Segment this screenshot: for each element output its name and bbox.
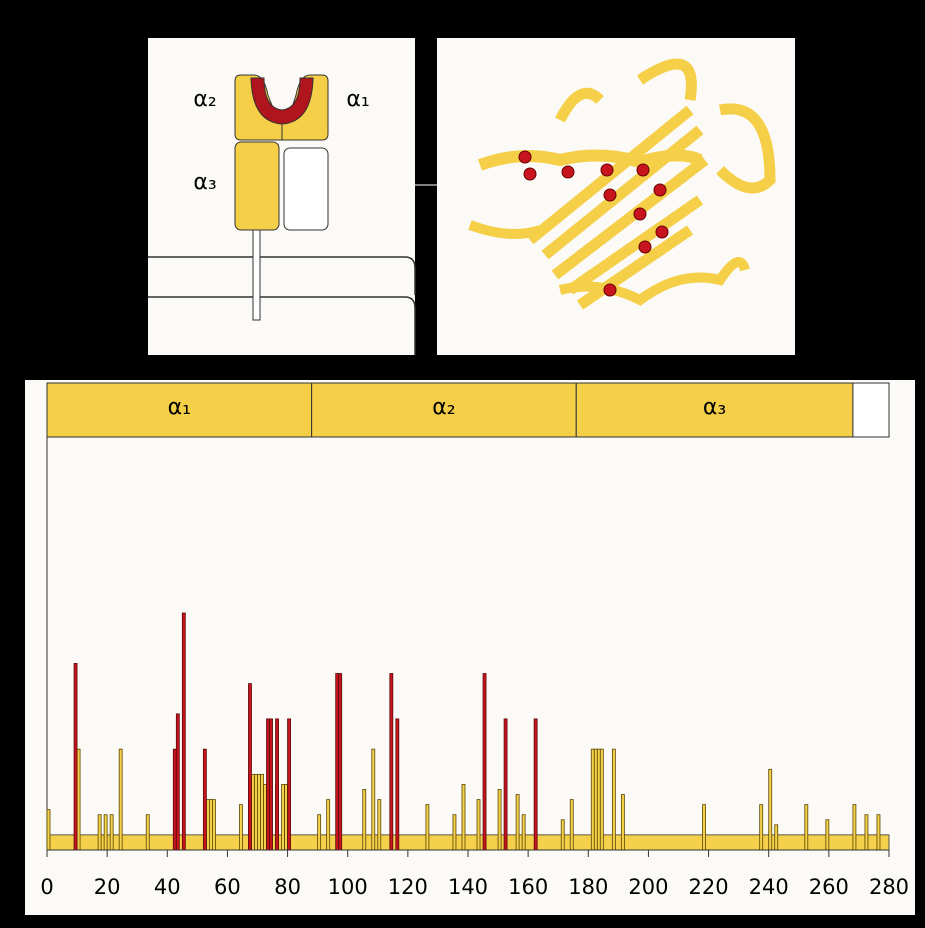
mhc-diagram: α₂ α₁ α₃	[148, 38, 437, 355]
bar	[104, 815, 107, 850]
label: α₃	[193, 170, 216, 195]
bar	[826, 820, 829, 850]
bar	[760, 805, 763, 850]
bar	[254, 774, 257, 850]
x-tick-label: 160	[508, 875, 548, 899]
bar	[74, 663, 77, 850]
bar	[372, 749, 375, 850]
bar	[522, 815, 525, 850]
domain-label: α₁	[168, 395, 191, 420]
bar	[516, 795, 519, 850]
bar	[239, 805, 242, 850]
x-tick-label: 260	[809, 875, 849, 899]
x-tick-label: 140	[448, 875, 488, 899]
domain-blank	[853, 383, 889, 437]
bar	[594, 749, 597, 850]
bar	[865, 815, 868, 850]
bar	[110, 815, 113, 850]
bar	[336, 674, 339, 850]
x-tick-label: 0	[40, 875, 53, 899]
bar	[206, 800, 209, 850]
bar	[146, 815, 149, 850]
bar	[267, 719, 270, 850]
bar	[453, 815, 456, 850]
tail	[253, 228, 260, 320]
x-tick-label: 220	[689, 875, 729, 899]
x-tick-label: 40	[154, 875, 181, 899]
bar	[203, 749, 206, 850]
bar	[212, 800, 215, 850]
bar	[396, 719, 399, 850]
bar	[769, 769, 772, 850]
x-tick-label: 100	[328, 875, 368, 899]
bar	[534, 719, 537, 850]
bar	[327, 800, 330, 850]
x-tick-label: 200	[628, 875, 668, 899]
domain-label: α₂	[432, 395, 455, 420]
bar	[504, 719, 507, 850]
bar	[276, 719, 279, 850]
bar	[477, 800, 480, 850]
x-tick-label: 20	[94, 875, 121, 899]
x-tick-label: 280	[869, 875, 909, 899]
figure: α₂ α₁ α₃ α₁ α₂ α₃ 0 20 40 60 80 100 120 140 160 180 2…	[0, 0, 925, 928]
bar	[119, 749, 122, 850]
bar	[258, 774, 261, 850]
bar	[570, 800, 573, 850]
bar	[176, 714, 179, 850]
x-tick-label: 240	[749, 875, 789, 899]
bar	[98, 815, 101, 850]
bar	[288, 719, 291, 850]
bar	[600, 749, 603, 850]
x-tick-label: 80	[274, 875, 301, 899]
bar	[182, 613, 185, 850]
domain-label: α₃	[703, 395, 726, 420]
bar	[597, 749, 600, 850]
x-tick-label: 120	[388, 875, 428, 899]
bar	[47, 810, 50, 850]
b2m-domain	[284, 148, 328, 230]
diagram-panel	[148, 38, 415, 355]
bar	[775, 825, 778, 850]
bar	[209, 800, 212, 850]
bar	[378, 800, 381, 850]
bar	[390, 674, 393, 850]
bar	[561, 820, 564, 850]
x-tick-label: 60	[214, 875, 241, 899]
bar	[805, 805, 808, 850]
bar	[264, 784, 267, 850]
bar	[339, 674, 342, 850]
bar	[483, 674, 486, 850]
x-tick-label: 180	[568, 875, 608, 899]
bar	[612, 749, 615, 850]
bar	[318, 815, 321, 850]
bar	[853, 805, 856, 850]
bar	[877, 815, 880, 850]
bar	[261, 774, 264, 850]
bar	[173, 749, 176, 850]
alpha3-domain	[235, 142, 279, 230]
bar	[248, 684, 251, 850]
bar	[270, 719, 273, 850]
bar	[498, 789, 501, 850]
bar	[462, 784, 465, 850]
bar	[703, 805, 706, 850]
bar	[285, 784, 288, 850]
bar	[282, 784, 285, 850]
label: α₂	[193, 87, 216, 112]
ribbon-structure	[437, 38, 795, 355]
bar	[426, 805, 429, 850]
bar	[251, 774, 254, 850]
bar	[77, 749, 80, 850]
bar	[591, 749, 594, 850]
bar	[363, 789, 366, 850]
label: α₁	[346, 87, 369, 112]
bar	[621, 795, 624, 850]
